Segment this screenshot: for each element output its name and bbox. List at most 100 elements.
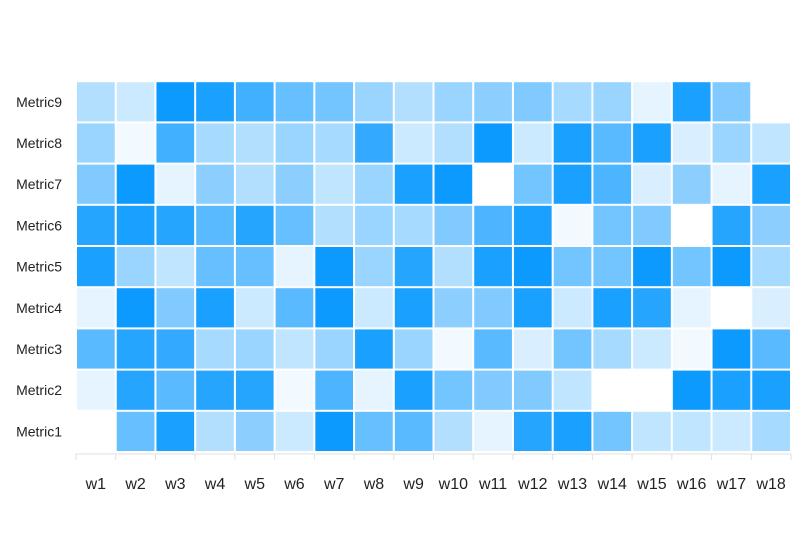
heatmap-cell-Metric7-w17	[712, 164, 751, 204]
heatmap-cell-Metric5-w3	[156, 247, 195, 287]
heatmap-cell-Metric5-w11	[474, 247, 512, 287]
heatmap-cell-Metric8-w6	[275, 123, 314, 163]
heatmap-cell-Metric7-w11	[474, 164, 512, 204]
x-tick-label: w7	[323, 476, 345, 493]
heatmap-cell-Metric3-w7	[315, 329, 354, 369]
heatmap-cell-Metric3-w1	[77, 329, 115, 369]
heatmap-cell-Metric2-w1	[77, 370, 115, 410]
heatmap-cell-Metric4-w6	[275, 288, 314, 328]
heatmap-cell-Metric5-w9	[394, 247, 433, 287]
heatmap-cell-Metric6-w14	[593, 205, 632, 245]
heatmap-cell-Metric9-w17	[712, 82, 751, 122]
heatmap-cell-Metric3-w18	[752, 329, 790, 369]
heatmap-cell-Metric2-w7	[315, 370, 354, 410]
heatmap-cell-Metric1-w6	[275, 411, 314, 451]
heatmap-cell-Metric8-w2	[116, 123, 155, 163]
heatmap-cell-Metric3-w4	[196, 329, 234, 369]
heatmap-cell-Metric2-w18	[752, 370, 790, 410]
heatmap-cell-Metric5-w10	[434, 247, 473, 287]
heatmap-cell-Metric2-w4	[196, 370, 234, 410]
heatmap-cell-Metric9-w12	[513, 82, 552, 122]
heatmap-cell-Metric2-w14	[593, 370, 632, 410]
y-tick-label: Metric1	[16, 423, 62, 439]
x-tick-label: w6	[283, 476, 305, 493]
heatmap-cell-Metric9-w8	[355, 82, 393, 122]
heatmap-cell-Metric9-w15	[633, 82, 671, 122]
y-tick-label: Metric5	[16, 259, 62, 275]
heatmap-cells	[77, 82, 790, 451]
x-tick-label: w1	[85, 476, 107, 493]
heatmap-cell-Metric7-w3	[156, 164, 195, 204]
heatmap-cell-Metric1-w7	[315, 411, 354, 451]
heatmap-cell-Metric9-w16	[672, 82, 711, 122]
heatmap-cell-Metric4-w3	[156, 288, 195, 328]
heatmap-cell-Metric4-w1	[77, 288, 115, 328]
heatmap-cell-Metric7-w18	[752, 164, 790, 204]
heatmap-cell-Metric8-w18	[752, 123, 790, 163]
y-tick-label: Metric6	[16, 217, 62, 233]
y-axis: Metric1 Metric2 Metric3 Metric4 Metric5 Metri…	[16, 94, 62, 440]
x-tick-label: w3	[164, 476, 186, 493]
heatmap-cell-Metric2-w5	[235, 370, 274, 410]
heatmap-cell-Metric8-w7	[315, 123, 354, 163]
heatmap-cell-Metric5-w13	[553, 247, 592, 287]
heatmap-cell-Metric1-w12	[513, 411, 552, 451]
heatmap-cell-Metric3-w15	[633, 329, 671, 369]
heatmap-cell-Metric9-w6	[275, 82, 314, 122]
heatmap-cell-Metric2-w2	[116, 370, 155, 410]
heatmap-cell-Metric4-w9	[394, 288, 433, 328]
heatmap-cell-Metric7-w5	[235, 164, 274, 204]
heatmap-cell-Metric4-w18	[752, 288, 790, 328]
heatmap-cell-Metric9-w7	[315, 82, 354, 122]
x-tick-label: w18	[755, 476, 785, 493]
heatmap-cell-Metric7-w2	[116, 164, 155, 204]
heatmap-cell-Metric1-w16	[672, 411, 711, 451]
heatmap-cell-Metric6-w15	[633, 205, 671, 245]
heatmap-cell-Metric5-w15	[633, 247, 671, 287]
x-tick-label: w11	[478, 476, 507, 493]
heatmap-cell-Metric9-w4	[196, 82, 234, 122]
heatmap-cell-Metric7-w9	[394, 164, 433, 204]
heatmap-cell-Metric1-w17	[712, 411, 751, 451]
heatmap-cell-Metric5-w7	[315, 247, 354, 287]
heatmap-cell-Metric3-w10	[434, 329, 473, 369]
heatmap-cell-Metric8-w12	[513, 123, 552, 163]
y-tick-label: Metric8	[16, 135, 62, 151]
heatmap-cell-Metric9-w9	[394, 82, 433, 122]
x-tick-label: w8	[363, 476, 385, 493]
heatmap-cell-Metric1-w18	[752, 411, 790, 451]
x-tick-label: w2	[124, 476, 146, 493]
heatmap-cell-Metric3-w16	[672, 329, 711, 369]
heatmap-cell-Metric3-w5	[235, 329, 274, 369]
heatmap-cell-Metric4-w8	[355, 288, 393, 328]
x-tick-label: w14	[597, 476, 627, 493]
heatmap-cell-Metric5-w5	[235, 247, 274, 287]
heatmap-cell-Metric2-w9	[394, 370, 433, 410]
heatmap-cell-Metric6-w12	[513, 205, 552, 245]
heatmap-cell-Metric2-w3	[156, 370, 195, 410]
heatmap-cell-Metric8-w11	[474, 123, 512, 163]
heatmap-cell-Metric8-w10	[434, 123, 473, 163]
heatmap-cell-Metric2-w11	[474, 370, 512, 410]
heatmap-cell-Metric3-w9	[394, 329, 433, 369]
heatmap-cell-Metric1-w5	[235, 411, 274, 451]
heatmap-cell-Metric2-w6	[275, 370, 314, 410]
heatmap-cell-Metric3-w3	[156, 329, 195, 369]
heatmap-cell-Metric1-w10	[434, 411, 473, 451]
heatmap-cell-Metric8-w1	[77, 123, 115, 163]
heatmap-cell-Metric9-w10	[434, 82, 473, 122]
heatmap-cell-Metric4-w4	[196, 288, 234, 328]
heatmap-cell-Metric6-w2	[116, 205, 155, 245]
heatmap-cell-Metric6-w11	[474, 205, 512, 245]
heatmap-cell-Metric8-w15	[633, 123, 671, 163]
heatmap-cell-Metric4-w2	[116, 288, 155, 328]
heatmap-cell-Metric2-w16	[672, 370, 711, 410]
heatmap-cell-Metric8-w3	[156, 123, 195, 163]
heatmap-cell-Metric5-w17	[712, 247, 751, 287]
heatmap-cell-Metric7-w16	[672, 164, 711, 204]
y-tick-label: Metric4	[16, 300, 62, 316]
heatmap-cell-Metric9-w1	[77, 82, 115, 122]
heatmap-cell-Metric5-w8	[355, 247, 393, 287]
heatmap-cell-Metric9-w2	[116, 82, 155, 122]
